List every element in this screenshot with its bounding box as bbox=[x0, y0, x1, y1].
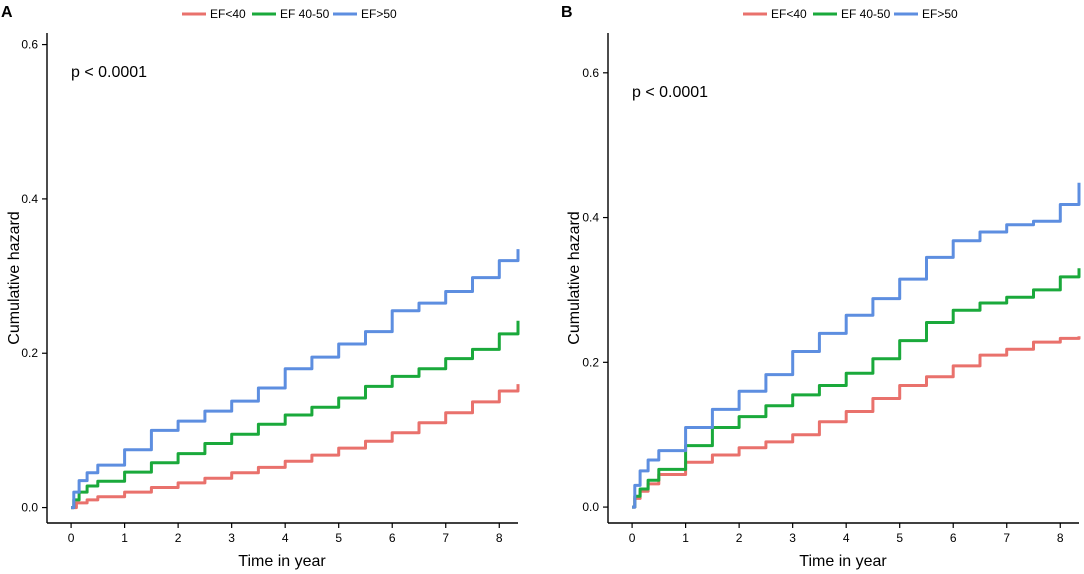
x-tick-label: 2 bbox=[175, 531, 182, 545]
panel-label: B bbox=[561, 4, 573, 21]
axes: 0 1 2 3 4 5 6 7 8 0.0 0.2 0.4 0.6 bbox=[21, 33, 518, 545]
legend-label-ef-gt-50: EF>50 bbox=[922, 7, 958, 21]
x-tick-label: 1 bbox=[682, 531, 689, 545]
x-tick-label: 0 bbox=[629, 531, 636, 545]
x-tick-label: 3 bbox=[789, 531, 796, 545]
legend-label-ef-gt-50: EF>50 bbox=[361, 7, 397, 21]
series-group bbox=[632, 182, 1081, 509]
x-tick-label: 4 bbox=[282, 531, 289, 545]
x-tick-label: 1 bbox=[121, 531, 128, 545]
legend: EF<40 EF 40-50 EF>50 bbox=[743, 7, 958, 21]
x-tick-label: 6 bbox=[950, 531, 957, 545]
legend-label-ef-lt-40: EF<40 bbox=[210, 7, 246, 21]
tick-group: 0 1 2 3 4 5 6 7 8 0.0 0.2 0.4 0.6 bbox=[582, 66, 1064, 545]
x-tick-label: 7 bbox=[442, 531, 449, 545]
x-tick-label: 3 bbox=[228, 531, 235, 545]
tick-group: 0 1 2 3 4 5 6 7 8 0.0 0.2 0.4 0.6 bbox=[21, 38, 503, 545]
y-tick-label: 0.6 bbox=[21, 38, 38, 52]
panel-label: A bbox=[1, 4, 13, 21]
series-line-ef-40 bbox=[71, 384, 520, 510]
legend: EF<40 EF 40-50 EF>50 bbox=[182, 7, 397, 21]
y-axis-title: Cumulative hazard bbox=[6, 211, 23, 344]
y-tick-label: 0.2 bbox=[582, 355, 599, 369]
panel-a: A EF<40 EF 40-50 EF>50 0 1 2 3 4 5 6 7 8 0.0 0.2 0.… bbox=[1, 4, 520, 570]
series-line-ef-40 bbox=[632, 336, 1081, 509]
x-axis-title: Time in year bbox=[238, 553, 326, 570]
p-value-annotation: p < 0.0001 bbox=[71, 64, 147, 81]
y-tick-label: 0.2 bbox=[21, 346, 38, 360]
legend-label-ef-40-50: EF 40-50 bbox=[841, 7, 891, 21]
legend-label-ef-lt-40: EF<40 bbox=[771, 7, 807, 21]
p-value-annotation: p < 0.0001 bbox=[632, 84, 708, 101]
x-tick-label: 8 bbox=[496, 531, 503, 545]
series-line-ef-40-50 bbox=[71, 320, 520, 510]
x-tick-label: 0 bbox=[68, 531, 75, 545]
x-tick-label: 2 bbox=[736, 531, 743, 545]
x-tick-label: 8 bbox=[1057, 531, 1064, 545]
y-tick-label: 0.4 bbox=[582, 211, 599, 225]
series-line-ef-50 bbox=[71, 249, 520, 510]
x-tick-label: 4 bbox=[843, 531, 850, 545]
x-tick-label: 5 bbox=[896, 531, 903, 545]
x-tick-label: 7 bbox=[1003, 531, 1010, 545]
y-tick-label: 0.0 bbox=[582, 500, 599, 514]
legend-label-ef-40-50: EF 40-50 bbox=[280, 7, 330, 21]
x-axis-title: Time in year bbox=[799, 553, 887, 570]
series-group bbox=[71, 249, 520, 510]
y-tick-label: 0.4 bbox=[21, 192, 38, 206]
y-tick-label: 0.0 bbox=[21, 501, 38, 515]
y-tick-label: 0.6 bbox=[582, 66, 599, 80]
x-tick-label: 6 bbox=[389, 531, 396, 545]
y-axis-title: Cumulative hazard bbox=[566, 211, 583, 344]
series-line-ef-50 bbox=[632, 182, 1081, 509]
series-line-ef-40-50 bbox=[632, 268, 1081, 509]
panel-b: B EF<40 EF 40-50 EF>50 0 1 2 3 4 5 6 7 8 0.0 0.2 0.… bbox=[561, 4, 1081, 570]
axes: 0 1 2 3 4 5 6 7 8 0.0 0.2 0.4 0.6 bbox=[582, 33, 1079, 545]
x-tick-label: 5 bbox=[335, 531, 342, 545]
